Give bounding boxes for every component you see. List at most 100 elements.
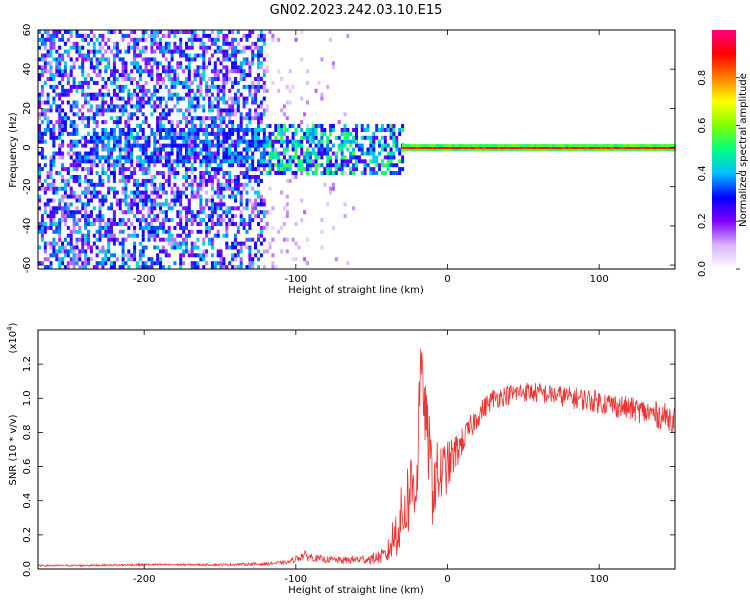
spectrogram-cell [63,253,67,258]
spectrogram-cell [127,253,131,258]
spectrogram-cell [257,80,260,85]
spectrogram-cell [43,265,47,270]
spectrogram-cell [417,148,421,151]
spectrogram-cell [196,100,200,105]
spectrogram-cell [164,57,168,62]
spectrogram-cell [436,148,440,151]
spectrogram-cell [222,77,226,81]
spectrogram-cell [216,49,220,54]
spectrogram-cell [153,131,157,136]
spectrogram-cell [95,190,99,195]
spectrogram-cell [504,148,508,151]
spectrogram-cell [205,116,209,121]
spectrogram-cell [118,218,122,223]
spectrogram-cell [55,151,59,156]
spectrogram-cell [110,49,113,54]
spectrogram-cell [153,147,157,152]
spectrogram-cell [282,222,286,226]
spectrogram-cell [66,30,70,34]
spectrogram-cell [173,104,177,109]
spectrogram-cell [121,163,125,168]
spectrogram-cell [136,143,139,148]
spectrogram-cell [81,214,85,219]
spectrogram-cell [242,96,246,101]
spectrogram-cell [121,237,125,242]
spectrogram-cell [239,92,243,97]
spectrogram-cell [104,108,108,113]
spectrogram-cell [398,147,402,152]
spectrogram-cell [161,65,165,70]
spectrogram-cell [164,190,168,195]
spectrogram-cell [262,57,266,62]
spectrogram-cell [156,159,160,164]
spectrogram-cell [245,37,249,42]
spectrogram-cell [259,45,263,50]
spectrogram-cell [133,253,137,258]
spectrogram-cell [58,171,62,175]
spectrogram-cell [138,96,142,101]
spectrogram-cell [271,237,275,242]
spectrogram-cell [196,96,200,101]
spectrogram-cell [164,218,168,223]
spectrogram-cell [661,146,665,149]
spectrogram-cell [398,167,402,172]
spectrogram-cell [176,120,180,125]
spectrogram-cell [343,143,347,148]
spectrogram-cell [340,151,344,156]
spectrogram-cell [222,175,226,179]
spectrogram-cell [75,41,79,46]
spectrogram-cell [40,147,44,152]
spectrogram-cell [219,182,223,187]
spectrogram-cell [251,218,255,223]
spectrogram-cell [150,225,154,230]
spectrogram-cell [52,41,56,46]
spectrogram-cell [104,222,108,226]
spectrogram-cell [95,49,99,54]
spectrogram-cell [355,124,358,128]
spectrogram-cell [179,241,183,246]
spectrogram-cell [124,135,128,140]
spectrogram-cell [326,135,330,140]
spectrogram-cell [323,167,327,172]
spectrogram-cell [372,151,376,156]
spectrogram-cell [433,148,437,151]
spectrogram-cell [133,257,137,262]
spectrogram-cell [225,229,229,234]
spectrogram-cell [231,194,235,199]
spectrogram-cell [254,108,258,113]
spectrogram-cell [136,190,139,195]
spectrogram-cell [554,146,558,149]
spectrogram-cell [38,139,41,144]
spectrogram-cell [259,116,263,121]
spectrogram-cell [101,108,105,113]
spectrogram-cell [231,257,235,262]
spectrogram-cell [213,202,217,207]
spectrogram-cell [176,96,180,101]
spectrogram-cell [222,92,226,97]
spectrogram-cell [415,148,419,151]
spectrogram-cell [170,171,174,175]
spectrogram-cell [242,116,246,121]
snr-x-tick-label: -100 [284,574,307,585]
spectrogram-cell [285,100,289,105]
spectrogram-cell [112,120,116,125]
spectrogram-cell [159,155,162,160]
spectrogram-cell [231,163,235,168]
spectrogram-cell [141,194,145,199]
spectrogram-cell [216,167,220,172]
spectrogram-cell [112,233,116,238]
spectrogram-cell [133,135,137,140]
spectrogram-cell [150,41,154,46]
spectrogram-cell [110,218,113,223]
spectrogram-cell [199,218,203,223]
spectrogram-cell [196,265,200,270]
spectrogram-cell [61,92,65,97]
spectrogram-cell [343,124,347,128]
spectrogram-cell [43,155,47,160]
spectrogram-cell [130,155,134,160]
spectrogram-cell [40,151,44,156]
spectrogram-cell [52,100,56,105]
spectrogram-cell [52,190,56,195]
spectrogram-cell [337,143,341,148]
spectrogram-cell [193,69,197,74]
